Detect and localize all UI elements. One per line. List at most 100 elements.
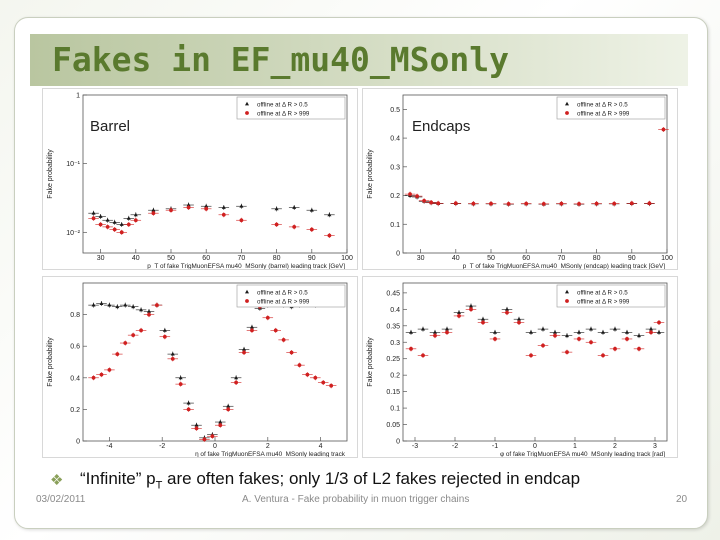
data-point-series-1 bbox=[151, 211, 156, 216]
data-point-series-0 bbox=[249, 325, 254, 329]
data-point-series-1 bbox=[119, 230, 124, 235]
data-point-series-1 bbox=[162, 334, 167, 339]
x-tick-label: 3 bbox=[653, 443, 657, 450]
data-point-series-1 bbox=[647, 201, 652, 206]
data-point-series-0 bbox=[292, 205, 297, 209]
data-point-series-0 bbox=[601, 330, 605, 334]
data-point-series-0 bbox=[131, 304, 136, 309]
x-tick-label: 2 bbox=[266, 443, 270, 450]
data-point-series-1 bbox=[91, 375, 96, 380]
chart-panel-barrel-pt: Fake probability p_T of fake TrigMuonEFSA… bbox=[42, 88, 358, 270]
data-point-series-1 bbox=[612, 201, 617, 206]
x-tick-label: 70 bbox=[238, 255, 246, 262]
data-point-series-0 bbox=[565, 333, 569, 338]
data-point-series-1 bbox=[589, 340, 593, 345]
data-point-series-0 bbox=[234, 375, 239, 380]
data-point-series-1 bbox=[169, 208, 173, 213]
x-tick-label: 50 bbox=[167, 255, 175, 262]
x-tick-label: 40 bbox=[452, 255, 460, 262]
legend-entry: offline at Δ R > 0.5 bbox=[257, 102, 308, 109]
legend-box bbox=[556, 96, 666, 120]
y-tick-label: 0.6 bbox=[70, 344, 80, 351]
data-point-series-0 bbox=[147, 309, 151, 313]
legend-entry: offline at Δ R > 0.5 bbox=[577, 102, 628, 109]
data-point-series-1 bbox=[577, 201, 581, 206]
data-point-series-0 bbox=[529, 330, 533, 334]
data-point-series-1 bbox=[506, 201, 511, 206]
x-tick-label: -4 bbox=[106, 443, 112, 450]
x-tick-label: 90 bbox=[308, 255, 316, 262]
data-point-series-1 bbox=[493, 337, 497, 341]
data-point-series-1 bbox=[453, 201, 458, 206]
legend-box bbox=[556, 284, 666, 308]
y-axis-label: Fake probability bbox=[47, 149, 54, 199]
data-point-series-0 bbox=[553, 330, 557, 334]
data-point-series-1 bbox=[292, 224, 297, 229]
data-point-series-1 bbox=[274, 222, 279, 227]
chart-panel-eta: Fake probability η of fake TrigMuonEFSA m… bbox=[42, 276, 358, 458]
x-tick-label: 80 bbox=[273, 255, 281, 262]
data-point-series-1 bbox=[123, 341, 128, 345]
data-point-series-1 bbox=[309, 227, 314, 232]
data-point-series-0 bbox=[126, 216, 131, 220]
data-point-series-1 bbox=[505, 310, 509, 315]
data-point-series-0 bbox=[218, 419, 223, 424]
data-point-series-0 bbox=[226, 404, 231, 408]
chart-panel-phi: Fake probability φ of fake TrigMuonEFSA m… bbox=[362, 276, 678, 458]
data-point-series-0 bbox=[625, 330, 629, 334]
data-point-series-1 bbox=[409, 346, 413, 351]
y-tick-label: 0.05 bbox=[386, 422, 400, 429]
data-point-series-1 bbox=[489, 201, 493, 206]
panel-label-endcaps: Endcaps bbox=[412, 118, 471, 135]
data-point-series-1 bbox=[469, 307, 473, 312]
data-point-series-0 bbox=[242, 347, 247, 351]
data-point-series-1 bbox=[649, 330, 653, 335]
data-point-series-1 bbox=[98, 222, 103, 227]
x-tick-label: 0 bbox=[533, 443, 537, 450]
data-point-series-0 bbox=[309, 208, 314, 212]
y-tick-label: 0.2 bbox=[390, 373, 400, 380]
y-tick-label: 0.4 bbox=[70, 375, 80, 382]
data-point-series-1 bbox=[131, 333, 136, 338]
legend-entry: offline at Δ R > 999 bbox=[257, 111, 310, 118]
data-point-series-1 bbox=[565, 350, 569, 355]
data-point-series-1 bbox=[126, 222, 131, 227]
data-point-series-0 bbox=[274, 206, 279, 211]
data-point-series-1 bbox=[115, 352, 120, 356]
y-axis-label: Fake probability bbox=[47, 337, 54, 387]
data-point-series-0 bbox=[589, 326, 593, 331]
footer-author: A. Ventura - Fake probability in muon tr… bbox=[242, 494, 470, 505]
data-point-series-1 bbox=[329, 383, 334, 388]
data-point-series-1 bbox=[105, 224, 110, 229]
y-tick-label: 0 bbox=[396, 439, 400, 446]
data-point-series-1 bbox=[226, 407, 231, 412]
plot-frame bbox=[82, 94, 348, 254]
data-point-series-0 bbox=[637, 333, 641, 338]
chart-panel-endcaps-pt: Fake probability p_T of fake TrigMuonEFSA… bbox=[362, 88, 678, 270]
y-tick-label: 0.2 bbox=[390, 193, 400, 200]
data-point-series-1 bbox=[250, 328, 254, 333]
data-point-series-0 bbox=[649, 326, 653, 331]
page-number: 20 bbox=[676, 494, 688, 505]
data-point-series-0 bbox=[517, 317, 521, 321]
data-point-series-0 bbox=[162, 328, 167, 332]
title-band bbox=[30, 34, 688, 86]
y-tick-label: 0.15 bbox=[386, 389, 400, 396]
legend-marker bbox=[245, 299, 249, 303]
data-point-series-1 bbox=[436, 201, 441, 206]
bullet-text: “Infinite” pT are often fakes; only 1/3 … bbox=[80, 469, 580, 491]
data-point-series-1 bbox=[601, 353, 605, 358]
x-tick-label: 90 bbox=[628, 255, 636, 262]
data-point-series-1 bbox=[297, 363, 302, 368]
data-point-series-1 bbox=[147, 312, 151, 317]
legend-marker bbox=[565, 101, 569, 106]
data-point-series-1 bbox=[133, 218, 138, 223]
y-tick-label: 0.4 bbox=[390, 136, 400, 143]
y-tick-label: 0.8 bbox=[70, 312, 80, 319]
data-point-series-1 bbox=[629, 201, 634, 206]
y-axis-label: Fake probability bbox=[367, 149, 374, 199]
data-point-series-0 bbox=[186, 400, 191, 405]
data-point-series-0 bbox=[112, 220, 117, 224]
legend-box bbox=[236, 96, 346, 120]
data-point-series-0 bbox=[194, 423, 199, 427]
